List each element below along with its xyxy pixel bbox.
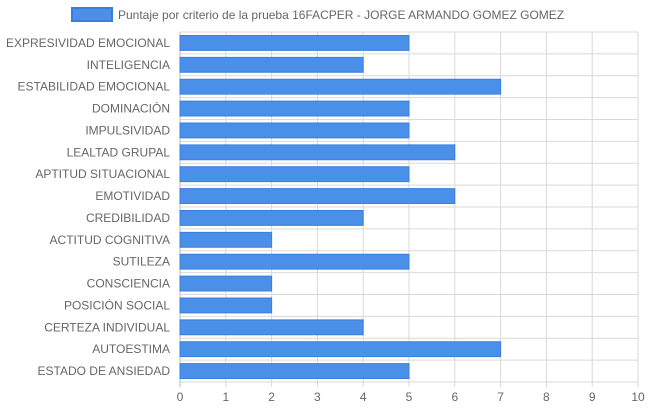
x-tick-label: 7 <box>497 390 504 404</box>
bar[interactable] <box>179 188 456 204</box>
y-tick-label: INTELIGENCIA <box>87 58 170 72</box>
x-tick-label: 1 <box>222 390 229 404</box>
grid-lines <box>179 31 639 387</box>
bar[interactable] <box>179 166 410 183</box>
y-tick-label: SUTILEZA <box>113 255 170 269</box>
legend-swatch <box>71 7 113 22</box>
bar[interactable] <box>179 78 502 95</box>
y-tick-label: CERTEZA INDIVIDUAL <box>44 320 170 334</box>
bar[interactable] <box>179 231 273 248</box>
bars <box>179 35 502 379</box>
y-tick-label: IMPULSIVIDAD <box>85 123 170 137</box>
bar[interactable] <box>179 35 410 51</box>
y-tick-label: APTITUD SITUACIONAL <box>35 167 170 181</box>
x-axis-labels: 0 1 2 3 4 5 6 7 8 9 10 <box>177 390 645 404</box>
bar[interactable] <box>179 341 502 358</box>
bar[interactable] <box>179 144 456 161</box>
bar[interactable] <box>179 319 364 336</box>
y-tick-label: EXPRESIVIDAD EMOCIONAL <box>6 36 170 50</box>
bar[interactable] <box>179 297 273 314</box>
y-tick-label: ESTABILIDAD EMOCIONAL <box>18 80 171 94</box>
x-tick-label: 5 <box>406 390 413 404</box>
bar[interactable] <box>179 275 273 292</box>
x-tick-label: 6 <box>451 390 458 404</box>
legend[interactable]: Puntaje por criterio de la prueba 16FACP… <box>71 7 564 22</box>
bar[interactable] <box>179 100 410 117</box>
y-tick-label: AUTOESTIMA <box>92 342 170 356</box>
x-tick-label: 2 <box>268 390 275 404</box>
y-tick-label: DOMINACIÓN <box>92 101 170 116</box>
y-axis-labels: EXPRESIVIDAD EMOCIONAL INTELIGENCIA ESTABI… <box>6 36 170 378</box>
bar[interactable] <box>179 253 410 270</box>
y-tick-label: CREDIBILIDAD <box>86 211 170 225</box>
bar[interactable] <box>179 122 410 139</box>
y-tick-label: POSICIÓN SOCIAL <box>64 297 170 312</box>
x-tick-label: 10 <box>631 390 645 404</box>
y-tick-label: ESTADO DE ANSIEDAD <box>38 364 171 378</box>
y-tick-label: EMOTIVIDAD <box>95 189 170 203</box>
x-tick-label: 3 <box>314 390 321 404</box>
bar[interactable] <box>179 210 364 226</box>
y-tick-label: ACTITUD COGNITIVA <box>50 233 170 247</box>
bar[interactable] <box>179 363 410 379</box>
x-tick-label: 4 <box>360 390 367 404</box>
y-tick-label: LEALTAD GRUPAL <box>67 145 171 159</box>
x-tick-label: 8 <box>543 390 550 404</box>
y-tick-label: CONSCIENCIA <box>87 277 170 291</box>
x-tick-label: 9 <box>589 390 596 404</box>
legend-label: Puntaje por criterio de la prueba 16FACP… <box>118 8 564 22</box>
x-tick-label: 0 <box>177 390 184 404</box>
bar[interactable] <box>179 56 364 73</box>
